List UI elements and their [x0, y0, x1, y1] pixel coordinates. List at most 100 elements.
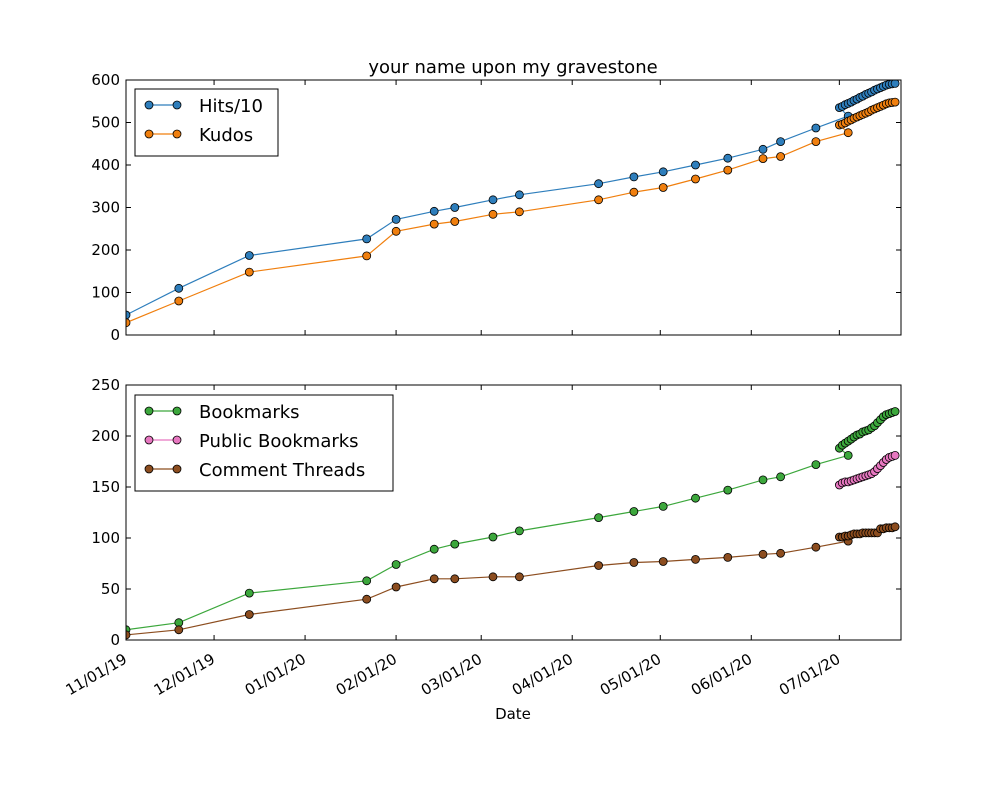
data-point: [691, 160, 700, 170]
data-point: [811, 542, 821, 552]
data-point: [890, 407, 900, 416]
legend-label: Bookmarks: [199, 402, 300, 423]
data-point: [244, 267, 254, 277]
data-point: [658, 501, 668, 511]
y-tick-label: 50: [101, 580, 120, 598]
data-point: [758, 144, 768, 154]
y-tick-label: 400: [91, 156, 120, 174]
data-point: [776, 152, 785, 161]
data-point: [594, 513, 603, 522]
y-tick-label: 200: [91, 427, 120, 445]
plot-frame: [125, 79, 902, 336]
data-point: [594, 561, 603, 570]
legend-label: Kudos: [199, 125, 253, 146]
data-point: [758, 475, 768, 485]
data-point: [658, 557, 668, 566]
data-point: [391, 582, 401, 592]
data-point: [450, 217, 460, 226]
legend-marker: [172, 464, 182, 474]
x-axis-label: Date: [495, 705, 531, 723]
data-point: [362, 594, 372, 604]
data-point: [843, 450, 853, 460]
data-point: [629, 507, 639, 516]
data-point: [691, 493, 700, 503]
data-point: [450, 539, 460, 549]
data-point: [723, 165, 733, 175]
data-point: [811, 460, 821, 470]
data-point: [450, 203, 460, 212]
data-point: [594, 179, 603, 189]
y-tick-label: 600: [91, 71, 120, 89]
y-tick-label: 150: [91, 478, 120, 496]
data-point: [174, 625, 184, 635]
data-point: [244, 610, 254, 619]
data-point: [890, 97, 900, 107]
data-point: [723, 485, 733, 495]
data-point: [515, 526, 524, 536]
data-point: [629, 172, 639, 182]
data-point: [244, 251, 254, 260]
data-point: [890, 450, 900, 460]
data-point: [723, 153, 733, 163]
data-point: [429, 219, 439, 229]
legend-label: Hits/10: [199, 96, 263, 117]
data-point: [244, 588, 254, 598]
chart-title: your name upon my gravestone: [368, 57, 657, 78]
data-point: [362, 251, 372, 261]
data-point: [776, 472, 785, 482]
legend-marker: [144, 100, 154, 110]
legend-marker: [144, 464, 154, 474]
data-point: [174, 296, 184, 306]
data-point: [843, 128, 853, 138]
data-point: [658, 183, 668, 192]
data-point: [488, 209, 498, 219]
data-point: [488, 195, 498, 205]
series-group: [126, 407, 900, 640]
data-point: [758, 549, 768, 559]
data-point: [811, 137, 821, 147]
data-point: [429, 574, 439, 584]
data-point: [776, 548, 785, 558]
data-point: [362, 576, 372, 586]
data-point: [691, 555, 700, 564]
data-point: [391, 214, 401, 224]
plot-frame: [125, 384, 902, 641]
y-tick-label: 0: [110, 326, 120, 344]
y-tick-label: 200: [91, 241, 120, 259]
data-point: [890, 522, 900, 532]
legend-marker: [144, 406, 154, 416]
y-tick-label: 500: [91, 114, 120, 132]
data-point: [691, 174, 700, 184]
y-tick-label: 0: [110, 631, 120, 649]
data-point: [126, 630, 131, 640]
data-point: [126, 318, 131, 328]
data-point: [758, 154, 768, 164]
data-point: [594, 195, 603, 205]
data-point: [174, 283, 184, 293]
legend-marker: [172, 435, 182, 445]
data-point: [629, 187, 639, 197]
legend-marker: [144, 435, 154, 445]
data-point: [723, 553, 733, 562]
y-tick-label: 100: [91, 284, 120, 302]
y-tick-label: 250: [91, 376, 120, 394]
data-point: [429, 544, 439, 554]
legend-marker: [172, 100, 182, 110]
data-point: [126, 310, 131, 320]
data-point: [429, 206, 439, 216]
y-tick-label: 300: [91, 199, 120, 217]
data-point: [515, 190, 524, 200]
legend-label: Public Bookmarks: [199, 431, 359, 452]
data-point: [811, 123, 821, 133]
legend-marker: [144, 129, 154, 139]
legend-box: [134, 88, 279, 157]
data-point: [391, 226, 401, 236]
y-tick-label: 100: [91, 529, 120, 547]
series-group: [126, 80, 900, 328]
legend-marker: [172, 129, 182, 139]
data-point: [488, 532, 498, 542]
data-point: [362, 234, 372, 244]
legend-marker: [172, 406, 182, 416]
data-point: [658, 167, 668, 177]
